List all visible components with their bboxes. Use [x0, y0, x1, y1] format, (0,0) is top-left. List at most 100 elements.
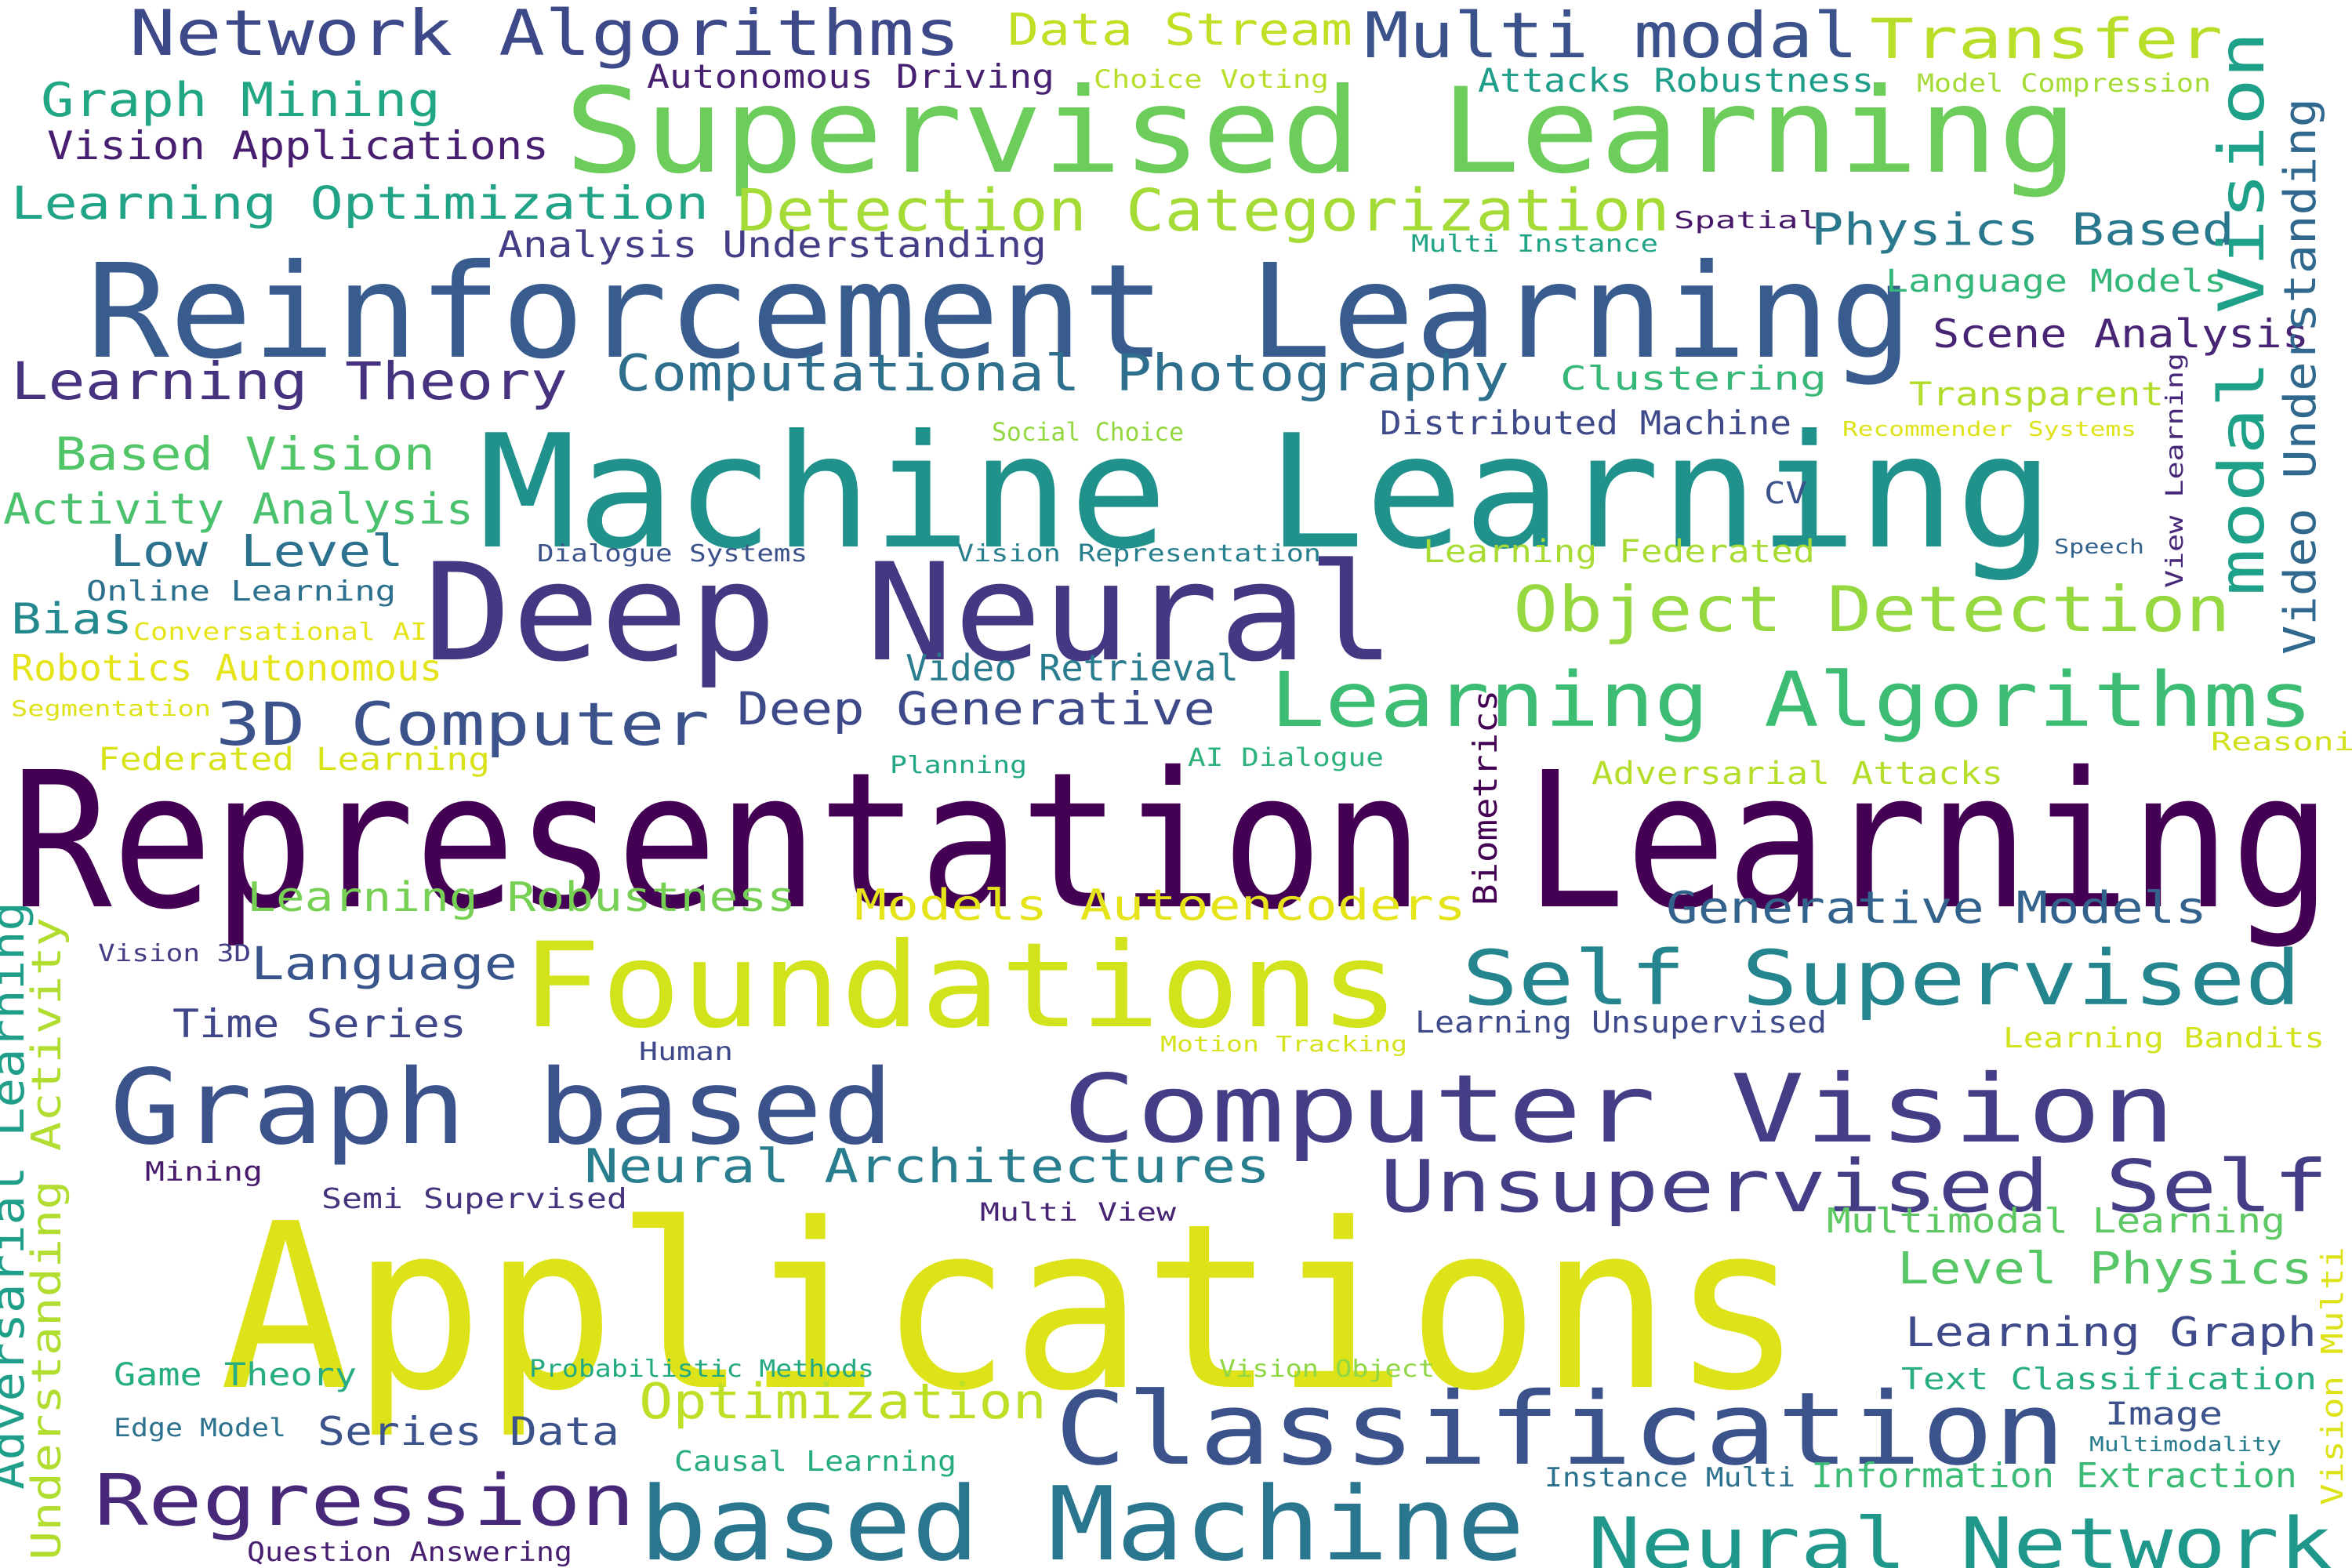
word-attacks-robustness: Attacks Robustness	[1478, 61, 1874, 100]
word-information-extraction: Information Extraction	[1811, 1455, 2297, 1496]
word-low-level: Low Level	[110, 526, 404, 578]
word-view-learning: View Learning	[2161, 353, 2189, 588]
word-cv: CV	[1764, 476, 1807, 511]
word-planning: Planning	[890, 751, 1027, 779]
word-deep-generative: Deep Generative	[737, 681, 1215, 735]
word-learning-robustness: Learning Robustness	[247, 874, 796, 922]
word-learning-bandits: Learning Bandits	[2003, 1022, 2325, 1054]
word-biometrics: Biometrics	[1466, 690, 1504, 906]
word-deep-neural: Deep Neural	[423, 533, 1396, 691]
word-learning-unsupervised: Learning Unsupervised	[1415, 1005, 1827, 1040]
word-multimodal-learning: Multimodal Learning	[1827, 1200, 2285, 1241]
word-scene-analysis: Scene Analysis	[1933, 311, 2309, 357]
word-detection-categorization: Detection Categorization	[737, 177, 1670, 245]
word-object-detection: Object Detection	[1513, 572, 2230, 646]
word-vision-multi: Vision Multi	[2315, 1247, 2350, 1505]
word-optimization: Optimization	[639, 1372, 1047, 1430]
word-language-models: Language Models	[1886, 263, 2227, 299]
word-understanding-activity: Understanding Activity	[24, 917, 71, 1560]
word-video-retrieval: Video Retrieval	[906, 647, 1239, 690]
word-modal-vision: modal Vision	[2205, 31, 2278, 597]
word-question-answering: Question Answering	[247, 1537, 572, 1568]
word-language: Language	[251, 936, 517, 990]
word-learning-theory: Learning Theory	[11, 350, 568, 412]
word-instance-multi: Instance Multi	[1544, 1462, 1795, 1494]
word-activity-analysis: Activity Analysis	[3, 484, 474, 534]
word-motion-tracking: Motion Tracking	[1160, 1031, 1407, 1058]
word-recommender-systems: Recommender Systems	[1842, 417, 2136, 441]
word-machine-learning: Machine Learning	[478, 401, 2054, 584]
word-foundations: Foundations	[521, 918, 1399, 1054]
word-analysis-understanding: Analysis Understanding	[498, 223, 1047, 267]
word-dialogue-systems: Dialogue Systems	[537, 539, 808, 568]
word-adversarial-attacks: Adversarial Attacks	[1592, 755, 2003, 792]
word-multimodality: Multimodality	[2089, 1432, 2281, 1457]
word-conversational-ai: Conversational AI	[133, 618, 427, 646]
word-based-vision: Based Vision	[55, 426, 435, 481]
word-segmentation: Segmentation	[11, 695, 211, 722]
word-vision-representation: Vision Representation	[956, 539, 1321, 568]
word-supervised-learning: Supervised Learning	[564, 64, 2078, 200]
word-vision-3d: Vision 3D	[98, 939, 251, 967]
word-robotics-autonomous: Robotics Autonomous	[11, 647, 442, 690]
word-choice-voting: Choice Voting	[1094, 64, 1329, 95]
word-probabilistic-methods: Probabilistic Methods	[529, 1355, 874, 1383]
word-human: Human	[639, 1036, 733, 1067]
word-network-algorithms: Network Algorithms	[129, 0, 960, 70]
word-speech: Speech	[2054, 535, 2144, 559]
word-series-data: Series Data	[318, 1409, 619, 1454]
word-learning-optimization: Learning Optimization	[11, 176, 709, 230]
word-causal-learning: Causal Learning	[674, 1445, 956, 1478]
word-representation-learning: Representation Learning	[11, 731, 2332, 951]
word-multi-view: Multi View	[980, 1197, 1176, 1228]
word-classification: Classification	[1054, 1371, 2066, 1489]
word-generative-models: Generative Models	[1666, 883, 2207, 935]
word-neural-architectures: Neural Architectures	[584, 1139, 1270, 1195]
word-level-physics: Level Physics	[1897, 1243, 2313, 1295]
word-graph-mining: Graph Mining	[41, 73, 441, 129]
word-physics-based: Physics Based	[1811, 205, 2234, 256]
word-regression: Regression	[94, 1459, 635, 1542]
word-semi-supervised: Semi Supervised	[321, 1182, 627, 1215]
word-image: Image	[2105, 1396, 2223, 1432]
word-distributed-machine: Distributed Machine	[1380, 404, 1791, 443]
word-learning-algorithms: Learning Algorithms	[1270, 656, 2313, 745]
word-vision-object: Vision Object	[1219, 1355, 1435, 1383]
word-multi-instance: Multi Instance	[1411, 230, 1658, 258]
word-transfer: Transfer	[1870, 7, 2223, 72]
word-applications: Applications	[220, 1174, 1803, 1442]
word-computer-vision: Computer Vision	[1062, 1055, 2176, 1165]
word-learning-federated: Learning Federated	[1423, 533, 1815, 570]
word-neural-network: Neural Network	[1588, 1502, 2332, 1568]
word-edge-model: Edge Model	[114, 1413, 286, 1443]
word-learning-graph: Learning Graph	[1905, 1309, 2317, 1357]
word-models-autoencoders: Models Autoencoders	[855, 880, 1466, 930]
word-social-choice: Social Choice	[992, 417, 1184, 448]
word-clustering: Clustering	[1560, 359, 1827, 398]
word-autonomous-driving: Autonomous Driving	[647, 57, 1054, 96]
word-bias: Bias	[11, 593, 132, 644]
word-based-machine: based Machine	[639, 1464, 1525, 1568]
word-transparent: Transparent	[1909, 375, 2164, 414]
word-unsupervised-self: Unsupervised Self	[1380, 1145, 2328, 1229]
word-reinforcement-learning: Reinforcement Learning	[86, 236, 1913, 388]
word-video-understanding: Video Understanding	[2275, 98, 2326, 655]
word-spatial: Spatial	[1674, 206, 1819, 234]
word-data-stream: Data Stream	[1007, 5, 1352, 56]
word-online-learning: Online Learning	[86, 575, 396, 608]
word-text-classification: Text Classification	[1901, 1362, 2317, 1397]
word-mining: Mining	[145, 1156, 263, 1189]
word-3d-computer: 3D Computer	[216, 688, 710, 759]
word-ai-dialogue: AI Dialogue	[1188, 742, 1384, 773]
word-federated-learning: Federated Learning	[98, 741, 490, 778]
word-graph-based: Graph based	[110, 1047, 894, 1169]
word-game-theory: Game Theory	[114, 1356, 357, 1393]
word-reasoning: Reasoning	[2211, 727, 2352, 757]
word-multi-modal: Multi modal	[1364, 0, 1858, 72]
word-self-supervised: Self Supervised	[1462, 935, 2301, 1023]
word-time-series: Time Series	[172, 1001, 466, 1047]
word-model-compression: Model Compression	[1917, 68, 2211, 99]
word-vision-applications: Vision Applications	[47, 123, 549, 169]
word-computational-photography: Computational Photography	[615, 345, 1509, 404]
